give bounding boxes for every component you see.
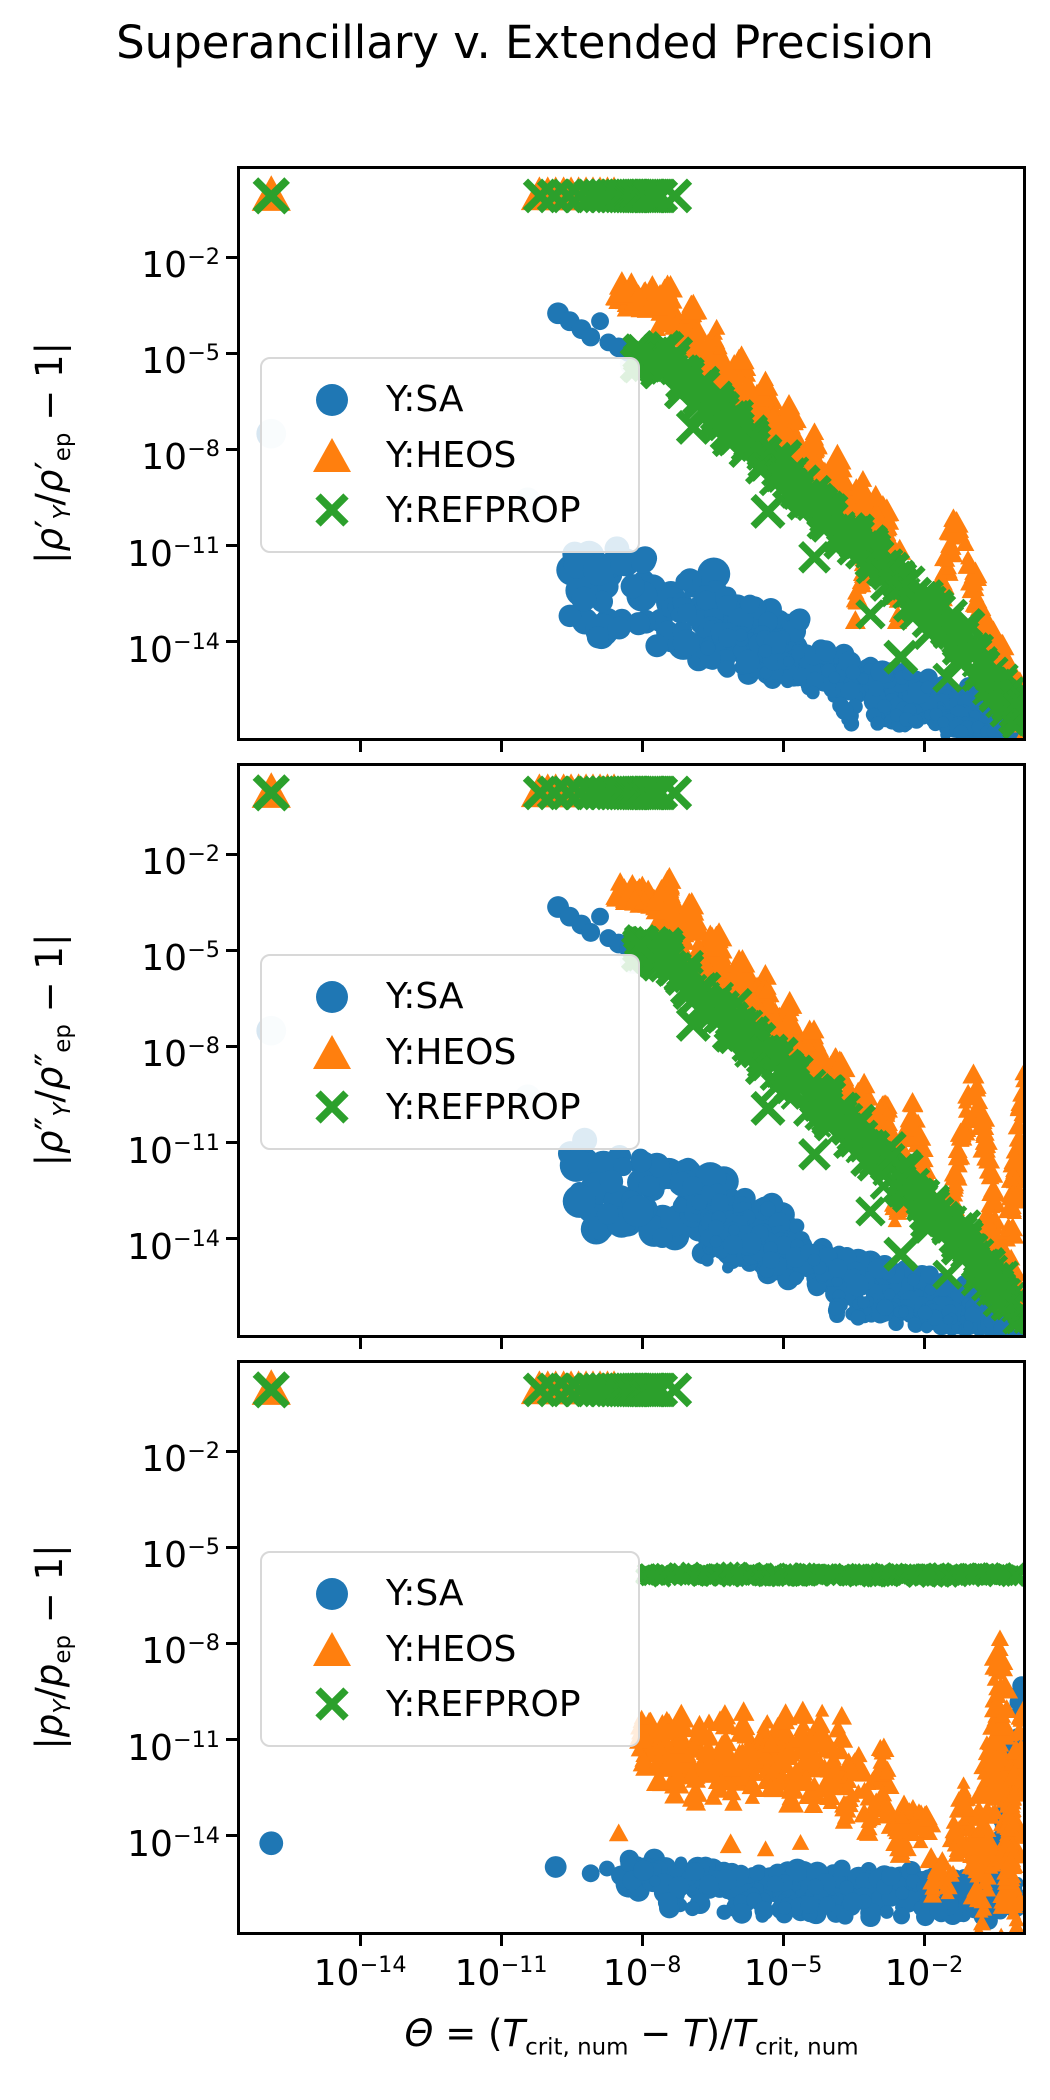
x-tick-label: 10−14 — [313, 1952, 407, 1994]
x-tick-mark — [358, 1935, 362, 1946]
legend-label: Y:REFPROP — [386, 1086, 581, 1128]
plot-area: Y:SA Y:HEOS Y:REFPROP — [237, 166, 1026, 741]
y-tick-mark — [226, 948, 237, 952]
scatter-canvas — [251, 772, 1023, 1335]
legend-label: Y:SA — [386, 976, 464, 1018]
y-tick-label: 10−5 — [141, 1534, 220, 1577]
legend-item: Y:HEOS — [262, 435, 638, 476]
x-marker-icon — [292, 490, 372, 530]
legend-item: Y:REFPROP — [262, 1087, 638, 1128]
legend-item: Y:SA — [262, 379, 638, 420]
legend-item: Y:HEOS — [262, 1629, 638, 1670]
legend-label: Y:REFPROP — [386, 1683, 581, 1725]
y-tick-label: 10−11 — [127, 1726, 220, 1769]
triangle-marker-icon — [292, 435, 372, 475]
y-tick-mark — [226, 544, 237, 548]
x-tick-mark — [499, 1338, 503, 1349]
y-tick-mark — [226, 1237, 237, 1241]
legend-item: Y:SA — [262, 976, 638, 1017]
y-tick-label: 10−8 — [141, 436, 220, 479]
figure-title: Superancillary v. Extended Precision — [116, 16, 934, 69]
legend: Y:SA Y:HEOS Y:REFPROP — [260, 954, 640, 1150]
legend-label: Y:SA — [386, 1573, 464, 1615]
legend-label: Y:HEOS — [386, 1628, 517, 1670]
x-tick-mark — [781, 1935, 785, 1946]
y-tick-label: 10−5 — [141, 340, 220, 383]
x-marker-icon — [292, 1684, 372, 1724]
y-tick-label: 10−5 — [141, 937, 220, 980]
y-tick-mark — [226, 447, 237, 451]
legend-label: Y:SA — [386, 379, 464, 421]
y-tick-label: 10−14 — [127, 1822, 220, 1865]
y-tick-mark — [226, 1545, 237, 1549]
x-tick-mark — [499, 1935, 503, 1946]
y-tick-mark — [226, 1449, 237, 1453]
y-tick-mark — [226, 640, 237, 644]
circle-marker-icon — [292, 1574, 372, 1614]
y-tick-label: 10−8 — [141, 1630, 220, 1673]
legend-item: Y:REFPROP — [262, 1684, 638, 1725]
x-tick-label: 10−2 — [884, 1952, 964, 1994]
y-tick-label: 10−2 — [141, 841, 220, 884]
y-tick-mark — [226, 852, 237, 856]
x-tick-mark — [499, 741, 503, 752]
x-tick-mark — [922, 1338, 926, 1349]
plot-area: Y:SA Y:HEOS Y:REFPROP — [237, 763, 1026, 1338]
subplot-liquid-density: |ρ′Y/ρ′ep − 1| Y:SA Y:HEOS Y:REFPROP 10−… — [0, 166, 1050, 752]
y-tick-label: 10−2 — [141, 244, 220, 287]
y-tick-label: 10−14 — [127, 628, 220, 671]
legend-label: Y:HEOS — [386, 1031, 517, 1073]
subplot-vapor-density: |ρ″Y/ρ″ep − 1| Y:SA Y:HEOS Y:REFPROP 10−… — [0, 763, 1050, 1349]
legend: Y:SA Y:HEOS Y:REFPROP — [260, 1551, 640, 1747]
y-tick-mark — [226, 1641, 237, 1645]
x-tick-label: 10−8 — [602, 1952, 682, 1994]
x-tick-mark — [358, 741, 362, 752]
x-tick-mark — [640, 741, 644, 752]
y-tick-label: 10−2 — [141, 1438, 220, 1481]
x-tick-mark — [640, 1935, 644, 1946]
circle-marker-icon — [292, 977, 372, 1017]
subplot-pressure: |pY/pep − 1| Y:SA Y:HEOS Y:REFPROP 10−2 1… — [0, 1360, 1050, 1946]
x-tick-label: 10−11 — [454, 1952, 548, 1994]
legend-item: Y:SA — [262, 1573, 638, 1614]
x-marker-icon — [292, 1087, 372, 1127]
legend-label: Y:HEOS — [386, 434, 517, 476]
y-tick-label: 10−8 — [141, 1033, 220, 1076]
y-tick-mark — [226, 1141, 237, 1145]
x-tick-mark — [781, 741, 785, 752]
triangle-marker-icon — [292, 1629, 372, 1669]
y-tick-mark — [226, 351, 237, 355]
plot-area: Y:SA Y:HEOS Y:REFPROP — [237, 1360, 1026, 1935]
x-tick-mark — [781, 1338, 785, 1349]
circle-marker-icon — [292, 380, 372, 420]
scatter-canvas — [251, 175, 1023, 738]
legend-item: Y:HEOS — [262, 1032, 638, 1073]
scatter-canvas — [251, 1369, 1023, 1932]
x-tick-mark — [922, 1935, 926, 1946]
y-tick-mark — [226, 1738, 237, 1742]
x-axis-label: Θ = (Tcrit, num − T)/Tcrit, num — [404, 2012, 859, 2061]
x-tick-mark — [922, 741, 926, 752]
y-tick-label: 10−11 — [127, 532, 220, 575]
legend-item: Y:REFPROP — [262, 490, 638, 531]
y-tick-mark — [226, 1044, 237, 1048]
y-tick-mark — [226, 255, 237, 259]
x-tick-label: 10−5 — [743, 1952, 823, 1994]
y-tick-label: 10−11 — [127, 1129, 220, 1172]
legend-label: Y:REFPROP — [386, 489, 581, 531]
y-tick-mark — [226, 1834, 237, 1838]
y-tick-label: 10−14 — [127, 1225, 220, 1268]
triangle-marker-icon — [292, 1032, 372, 1072]
x-tick-mark — [640, 1338, 644, 1349]
x-tick-mark — [358, 1338, 362, 1349]
legend: Y:SA Y:HEOS Y:REFPROP — [260, 357, 640, 553]
